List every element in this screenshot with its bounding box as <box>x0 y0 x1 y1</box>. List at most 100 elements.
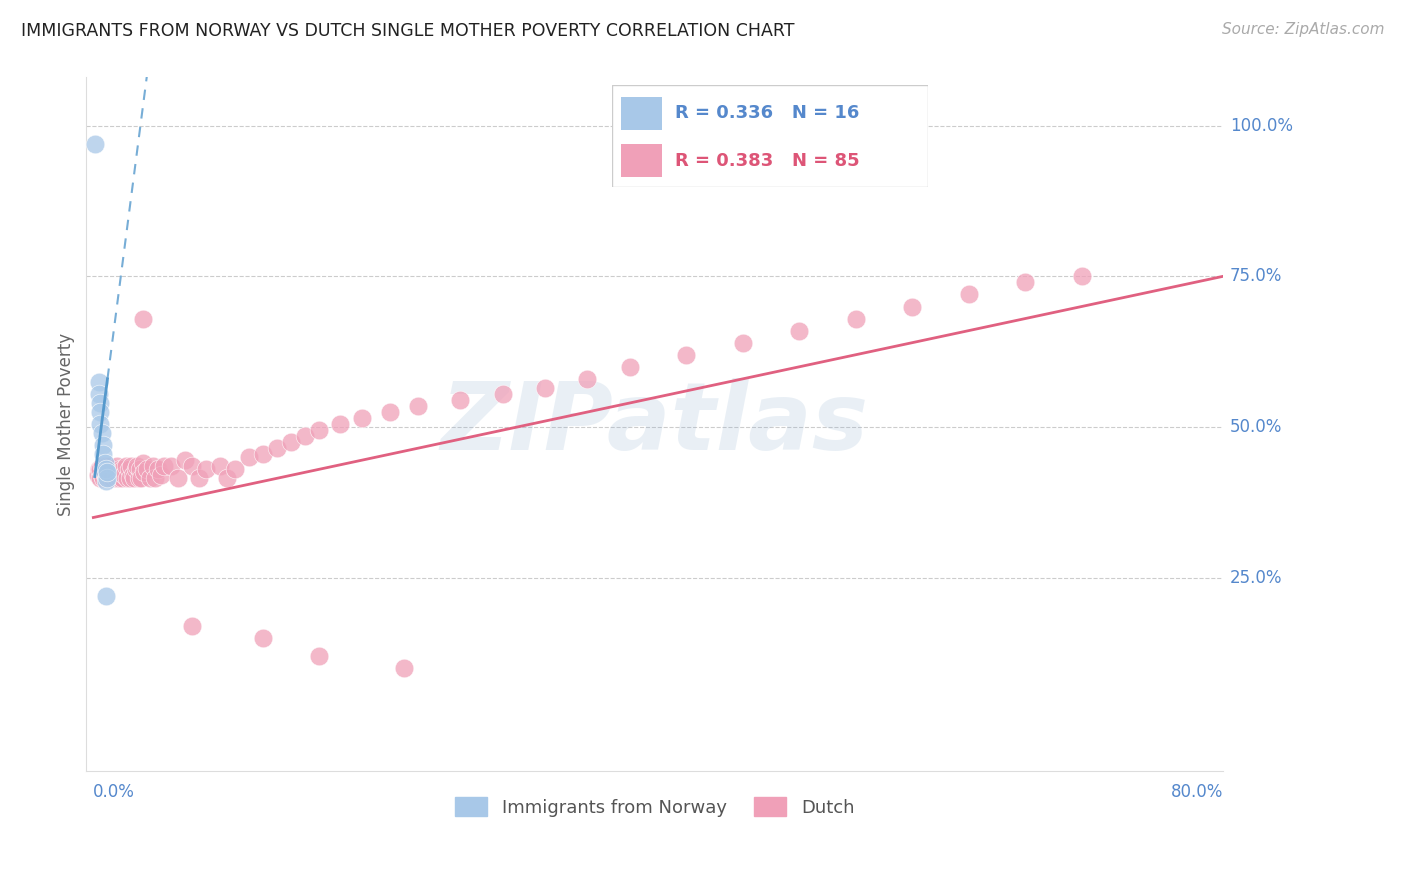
Point <box>94 589 117 603</box>
Legend: Immigrants from Norway, Dutch: Immigrants from Norway, Dutch <box>447 790 862 824</box>
Point <box>89 405 111 419</box>
Point <box>115 471 138 485</box>
Point <box>96 471 118 485</box>
Point <box>132 456 155 470</box>
Point <box>406 399 429 413</box>
Point <box>93 468 115 483</box>
Point <box>209 459 232 474</box>
Point <box>308 423 330 437</box>
Point <box>83 136 105 151</box>
FancyBboxPatch shape <box>621 97 662 130</box>
Y-axis label: Single Mother Poverty: Single Mother Poverty <box>58 333 75 516</box>
Point <box>91 471 114 485</box>
Text: Source: ZipAtlas.com: Source: ZipAtlas.com <box>1222 22 1385 37</box>
Point <box>392 661 415 675</box>
Point <box>619 359 641 374</box>
Point <box>108 462 131 476</box>
Point <box>114 459 136 474</box>
Point <box>104 471 127 485</box>
Point <box>675 348 697 362</box>
Point <box>111 462 134 476</box>
Point <box>174 453 197 467</box>
Text: R = 0.383   N = 85: R = 0.383 N = 85 <box>675 152 859 169</box>
Point <box>266 441 288 455</box>
Point <box>89 462 111 476</box>
Point <box>901 300 924 314</box>
Text: 25.0%: 25.0% <box>1230 569 1282 587</box>
Point <box>188 471 211 485</box>
Point <box>238 450 260 465</box>
Point <box>96 462 118 476</box>
Point <box>1014 276 1036 290</box>
Point <box>139 471 162 485</box>
Point <box>132 311 155 326</box>
Point <box>93 465 115 479</box>
Point <box>94 462 117 476</box>
Point <box>195 462 218 476</box>
Point <box>280 435 302 450</box>
Point <box>142 459 165 474</box>
Point <box>93 456 115 470</box>
Point <box>91 462 114 476</box>
Point <box>103 462 125 476</box>
FancyBboxPatch shape <box>621 145 662 177</box>
Point <box>181 459 204 474</box>
Point <box>120 471 142 485</box>
Point <box>576 372 599 386</box>
Point <box>128 471 150 485</box>
Point <box>150 468 173 483</box>
Point <box>117 462 139 476</box>
Point <box>125 462 148 476</box>
Point <box>89 396 111 410</box>
Point <box>91 438 114 452</box>
Point <box>87 462 110 476</box>
Point <box>110 471 132 485</box>
Point <box>90 426 112 441</box>
Point <box>252 447 274 461</box>
Point <box>94 475 117 489</box>
Point <box>294 429 316 443</box>
Point <box>97 471 120 485</box>
Point <box>96 465 118 479</box>
Point <box>134 465 156 479</box>
Point <box>145 471 167 485</box>
Point <box>121 459 143 474</box>
Point <box>129 462 152 476</box>
Point <box>107 471 129 485</box>
Text: ZIPatlas: ZIPatlas <box>440 378 869 470</box>
Point <box>787 324 810 338</box>
Point <box>1070 269 1092 284</box>
Point <box>181 619 204 633</box>
Point <box>492 387 515 401</box>
Point <box>167 471 190 485</box>
Point <box>534 381 557 395</box>
Point <box>91 447 114 461</box>
Point <box>731 335 754 350</box>
Text: 80.0%: 80.0% <box>1170 783 1223 801</box>
Point <box>94 471 117 485</box>
Point <box>97 459 120 474</box>
Point <box>127 459 149 474</box>
Point <box>98 471 121 485</box>
Point <box>89 417 111 431</box>
Point <box>94 459 117 474</box>
Point <box>957 287 980 301</box>
Text: 0.0%: 0.0% <box>93 783 135 801</box>
Text: 100.0%: 100.0% <box>1230 117 1294 135</box>
Point <box>87 375 110 389</box>
Point <box>90 459 112 474</box>
Point <box>378 405 401 419</box>
Text: IMMIGRANTS FROM NORWAY VS DUTCH SINGLE MOTHER POVERTY CORRELATION CHART: IMMIGRANTS FROM NORWAY VS DUTCH SINGLE M… <box>21 22 794 40</box>
Point <box>308 649 330 664</box>
Point <box>329 417 352 431</box>
Point <box>89 471 111 485</box>
Point <box>93 465 115 479</box>
Point <box>136 462 159 476</box>
Point <box>224 462 246 476</box>
Point <box>87 387 110 401</box>
FancyBboxPatch shape <box>612 85 928 187</box>
Point <box>153 459 176 474</box>
Point <box>86 468 108 483</box>
Point <box>112 468 135 483</box>
Point <box>105 459 128 474</box>
